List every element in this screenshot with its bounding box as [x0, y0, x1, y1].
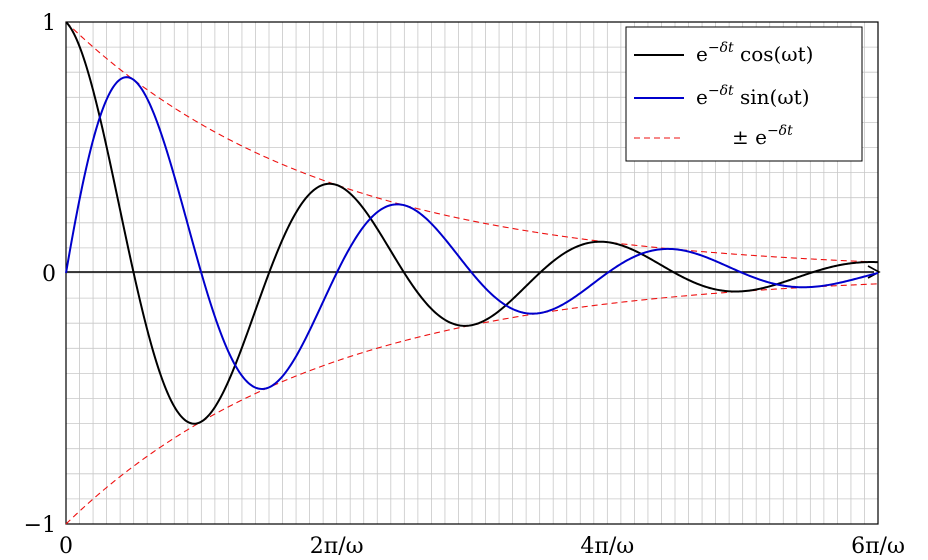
x-tick-label: 0: [59, 534, 73, 559]
sine-series-line: [65, 76, 879, 390]
cosine-series-line: [65, 21, 879, 425]
y-tick-label: 1: [42, 11, 56, 36]
legend-label: e−δt cos(ωt): [696, 40, 813, 66]
legend: e−δt cos(ωt) e−δt sin(ωt) ± e−δt: [625, 26, 863, 162]
data-curves: [65, 21, 879, 425]
legend-label: e−δt sin(ωt): [696, 83, 810, 109]
x-tick-label: 4π/ω: [580, 534, 634, 559]
y-tick-label: 0: [42, 262, 56, 287]
tick-labels: 0 2π/ω 4π/ω 6π/ω10−1: [24, 11, 905, 559]
x-tick-label: 2π/ω: [310, 534, 364, 559]
x-tick-label: 6π/ω: [851, 534, 905, 559]
legend-box: [625, 26, 863, 162]
grid: [66, 22, 878, 524]
legend-label: ± e−δt: [732, 123, 793, 149]
x-axis-arrowhead: [867, 265, 881, 279]
upper-envelope-curve: [65, 21, 879, 263]
y-tick-label: −1: [24, 513, 56, 538]
